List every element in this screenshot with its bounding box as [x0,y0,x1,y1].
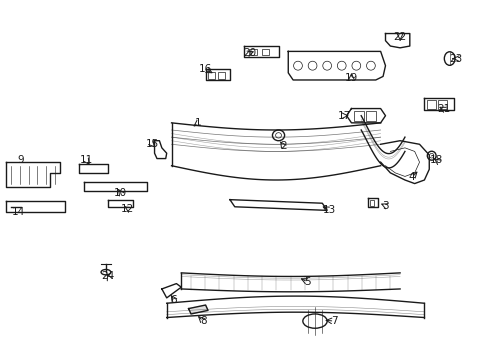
Text: 16: 16 [199,64,212,74]
Text: 9: 9 [18,156,24,165]
Bar [249,49,256,55]
Text: 22: 22 [393,32,406,42]
Text: 4: 4 [408,172,415,182]
Text: 11: 11 [80,156,93,165]
Text: 8: 8 [200,316,206,326]
Text: 12: 12 [121,203,134,213]
Text: 21: 21 [436,104,449,114]
Text: 24: 24 [102,271,115,282]
Text: 20: 20 [243,48,255,58]
Text: 1: 1 [195,118,201,128]
Text: 7: 7 [330,316,337,326]
Text: 23: 23 [448,54,462,64]
Text: 10: 10 [114,188,127,198]
Bar [437,100,446,109]
Bar [369,201,373,206]
Text: 13: 13 [322,205,336,215]
Text: 17: 17 [337,111,350,121]
Text: 6: 6 [170,295,177,305]
Text: 14: 14 [12,207,25,217]
Bar [366,111,375,121]
Text: 2: 2 [280,141,286,151]
Text: 19: 19 [344,73,357,83]
Bar [261,49,268,55]
Text: 18: 18 [429,156,442,165]
Bar [426,100,435,109]
Bar [207,72,215,79]
Text: 5: 5 [304,277,310,287]
Text: 15: 15 [145,139,159,149]
Bar [353,111,363,121]
Polygon shape [188,305,207,314]
Bar [217,72,224,79]
Text: 3: 3 [382,201,388,211]
